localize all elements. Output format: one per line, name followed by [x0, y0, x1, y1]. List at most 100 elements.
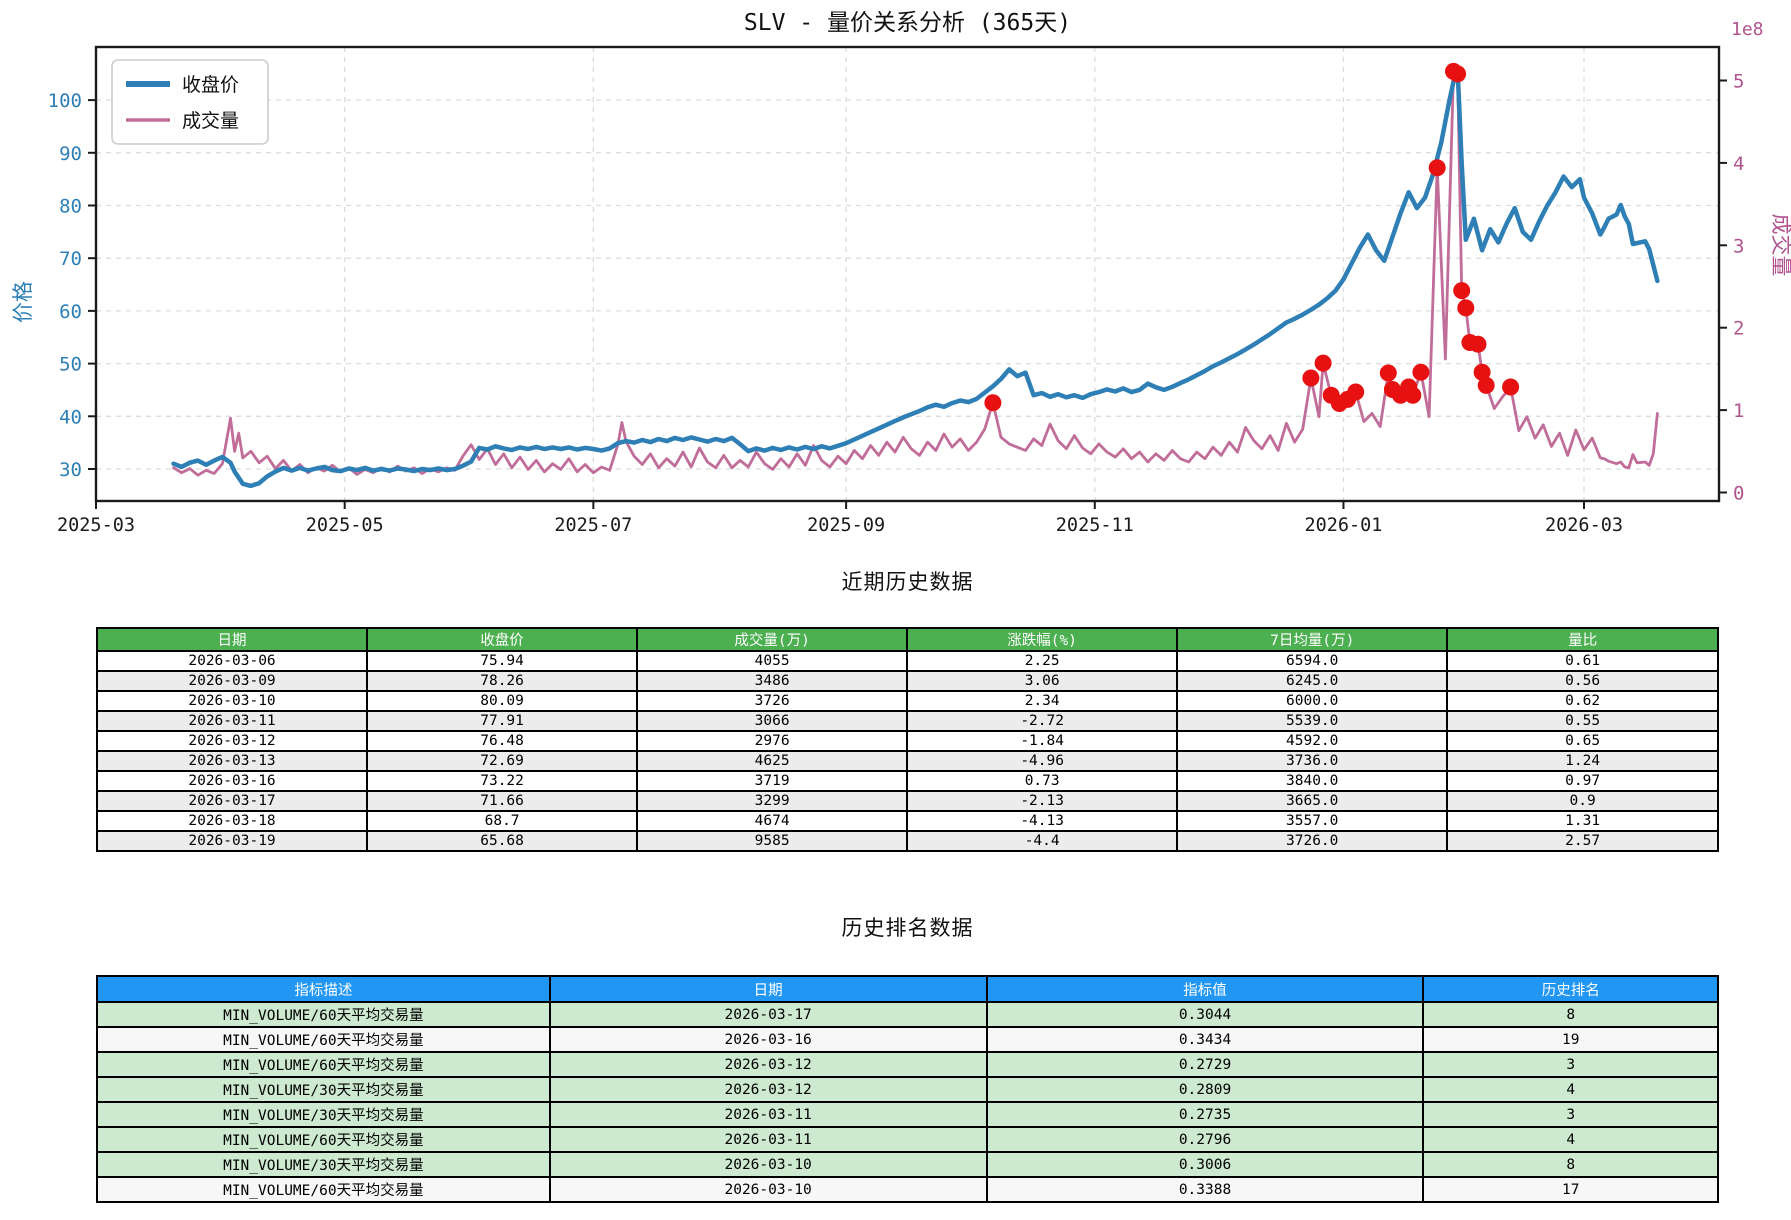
- svg-text:2025-09: 2025-09: [807, 515, 885, 536]
- chart-title: SLV - 量价关系分析 (365天): [744, 10, 1071, 36]
- signal-dot: [1477, 376, 1495, 394]
- svg-text:2025-11: 2025-11: [1056, 515, 1134, 536]
- table-cell: MIN_VOLUME/60天平均交易量: [96, 1126, 551, 1153]
- table-cell: 72.69: [366, 750, 639, 772]
- svg-text:100: 100: [48, 90, 82, 112]
- table-cell: 17: [1422, 1176, 1719, 1203]
- table-cell: 4055: [636, 650, 909, 672]
- table-cell: 0.2729: [985, 1051, 1425, 1078]
- svg-text:0: 0: [1733, 483, 1744, 505]
- price-axis-label: 价格: [11, 281, 35, 323]
- table-cell: MIN_VOLUME/60天平均交易量: [96, 1051, 551, 1078]
- ranking-data-title: 历史排名数据: [841, 916, 974, 940]
- table-cell: 68.7: [366, 810, 639, 832]
- table-cell: 6594.0: [1176, 650, 1449, 672]
- table-cell: 2026-03-13: [95, 750, 369, 772]
- table-row: 2026-03-17 71.66 3299 -2.13 3665.0 0.9: [95, 790, 1719, 812]
- svg-text:40: 40: [59, 406, 82, 428]
- signal-dot: [1457, 299, 1475, 317]
- historical-ranking-table: 指标描述 日期 指标值 历史排名 MIN_VOLUME/60天平均交易量 2026-03…: [96, 975, 1719, 1203]
- table-cell: 0.73: [906, 770, 1179, 792]
- table-cell: 3299: [636, 790, 909, 812]
- table-cell: 19: [1422, 1026, 1719, 1053]
- table-cell: 80.09: [366, 690, 639, 712]
- svg-text:4: 4: [1733, 153, 1744, 175]
- table-row: MIN_VOLUME/30天平均交易量 2026-03-10 0.3006 8: [96, 1151, 1719, 1178]
- svg-text:2026-01: 2026-01: [1304, 515, 1382, 536]
- table-cell: 4: [1422, 1126, 1719, 1153]
- table-cell: 2026-03-12: [548, 1076, 988, 1103]
- table-cell: 2026-03-19: [95, 830, 369, 852]
- table-row: 2026-03-06 75.94 4055 2.25 6594.0 0.61: [95, 650, 1719, 672]
- table-cell: MIN_VOLUME/60天平均交易量: [96, 1176, 551, 1203]
- table-row: MIN_VOLUME/30天平均交易量 2026-03-12 0.2809 4: [96, 1076, 1719, 1103]
- table-header-row: 日期 收盘价 成交量(万) 涨跌幅(%) 7日均量(万) 量比: [95, 627, 1719, 652]
- table-cell: 0.3434: [985, 1026, 1425, 1053]
- right-y-axis-ticks: 0 1 2 3 4 5: [1719, 71, 1744, 505]
- table-cell: 1.31: [1446, 810, 1719, 832]
- svg-text:1: 1: [1733, 400, 1744, 422]
- plot-border: [94, 45, 1721, 503]
- table-cell: 4: [1422, 1076, 1719, 1103]
- table-cell: 2026-03-11: [95, 710, 369, 732]
- signal-dot: [1502, 378, 1520, 396]
- table-cell: -4.4: [906, 830, 1179, 852]
- recent-history-table-header: 日期 收盘价 成交量(万) 涨跌幅(%) 7日均量(万) 量比: [95, 627, 1719, 652]
- table-row: 2026-03-12 76.48 2976 -1.84 4592.0 0.65: [95, 730, 1719, 752]
- table-cell: -1.84: [906, 730, 1179, 752]
- signal-dot: [1347, 383, 1365, 401]
- table-cell: 8: [1422, 1151, 1719, 1178]
- svg-text:30: 30: [59, 459, 82, 481]
- table-cell: 2026-03-16: [548, 1026, 988, 1053]
- table-cell: MIN_VOLUME/30天平均交易量: [96, 1151, 551, 1178]
- table-cell: 6000.0: [1176, 690, 1449, 712]
- signal-dot: [1379, 364, 1397, 382]
- signal-dot: [1473, 363, 1491, 381]
- table-row: MIN_VOLUME/60天平均交易量 2026-03-17 0.3044 8: [96, 1001, 1719, 1028]
- column-header: 量比: [1446, 627, 1719, 652]
- table-cell: 0.65: [1446, 730, 1719, 752]
- recent-data-title: 近期历史数据: [841, 570, 974, 594]
- svg-text:70: 70: [59, 248, 82, 270]
- table-cell: 2026-03-17: [548, 1001, 988, 1028]
- recent-history-table-body: 2026-03-06 75.94 4055 2.25 6594.0 0.61 2026-03…: [95, 650, 1719, 852]
- table-row: 2026-03-16 73.22 3719 0.73 3840.0 0.97: [95, 770, 1719, 792]
- table-cell: 3736.0: [1176, 750, 1449, 772]
- recent-history-table: 日期 收盘价 成交量(万) 涨跌幅(%) 7日均量(万) 量比 2026-03-06 75.…: [95, 627, 1719, 852]
- svg-text:2025-03: 2025-03: [57, 515, 135, 536]
- table-row: 2026-03-10 80.09 3726 2.34 6000.0 0.62: [95, 690, 1719, 712]
- table-cell: 3: [1422, 1101, 1719, 1128]
- svg-text:50: 50: [59, 354, 82, 376]
- table-cell: 5539.0: [1176, 710, 1449, 732]
- table-cell: MIN_VOLUME/60天平均交易量: [96, 1026, 551, 1053]
- svg-text:3: 3: [1733, 235, 1744, 257]
- table-cell: 3557.0: [1176, 810, 1449, 832]
- table-cell: 2026-03-18: [95, 810, 369, 832]
- table-cell: 0.9: [1446, 790, 1719, 812]
- table-cell: 2.57: [1446, 830, 1719, 852]
- table-row: MIN_VOLUME/60天平均交易量 2026-03-10 0.3388 17: [96, 1176, 1719, 1203]
- signal-dot: [1404, 386, 1422, 404]
- column-header: 成交量(万): [636, 627, 909, 652]
- svg-text:80: 80: [59, 196, 82, 218]
- table-cell: 0.3044: [985, 1001, 1425, 1028]
- table-cell: 73.22: [366, 770, 639, 792]
- table-cell: 2026-03-10: [548, 1151, 988, 1178]
- signal-dot: [1302, 369, 1320, 387]
- table-cell: 2026-03-10: [95, 690, 369, 712]
- table-header-row: 指标描述 日期 指标值 历史排名: [96, 975, 1719, 1003]
- table-cell: -4.96: [906, 750, 1179, 772]
- column-header: 涨跌幅(%): [906, 627, 1179, 652]
- table-row: 2026-03-19 65.68 9585 -4.4 3726.0 2.57: [95, 830, 1719, 852]
- volume-axis-offset-label: 1e8: [1731, 19, 1764, 40]
- table-cell: 4674: [636, 810, 909, 832]
- signal-dot: [1314, 354, 1332, 372]
- table-row: 2026-03-18 68.7 4674 -4.13 3557.0 1.31: [95, 810, 1719, 832]
- table-cell: 9585: [636, 830, 909, 852]
- table-cell: -4.13: [906, 810, 1179, 832]
- table-cell: 2026-03-16: [95, 770, 369, 792]
- table-cell: 71.66: [366, 790, 639, 812]
- svg-text:60: 60: [59, 301, 82, 323]
